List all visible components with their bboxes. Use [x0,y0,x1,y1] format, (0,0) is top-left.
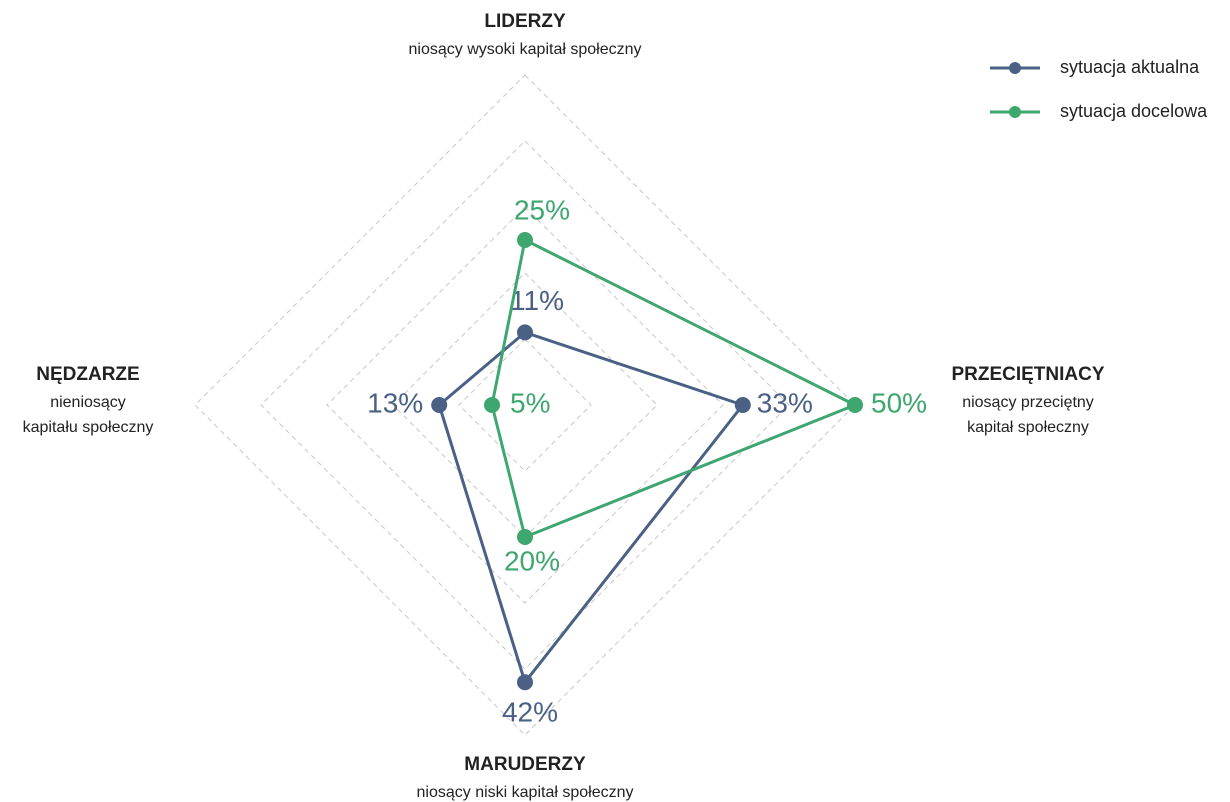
axis-sublabel: kapitał społeczny [967,419,1089,436]
data-point [517,232,533,248]
data-label: 11% [510,285,564,316]
series-line [437,330,745,684]
data-point [517,529,533,545]
data-point [847,397,863,413]
data-point [431,397,448,413]
data-point [517,674,533,691]
grid-line [260,140,790,670]
legend-label: sytuacja docelowa [1060,101,1208,121]
data-point [517,324,533,341]
axis-sublabel: niosący przeciętny [962,394,1094,411]
legend-label: sytuacja aktualna [1060,57,1200,77]
data-label: 13% [367,387,423,418]
data-label: 25% [514,194,570,225]
axis-sublabel: kapitału społeczny [23,419,154,436]
axis-sublabel: nieniosący [50,394,126,411]
data-point [734,397,751,413]
axis-label: LIDERZY [484,11,566,32]
legend-marker [1009,62,1021,74]
data-label: 42% [502,697,558,728]
grid-line [326,206,724,604]
axis-sublabel: niosący wysoki kapitał społeczny [409,41,642,58]
data-label: 20% [504,545,560,576]
axis-sublabel: niosący niski kapitał społeczny [417,784,634,801]
axis-label: PRZECIĘTNIACY [951,364,1104,385]
data-point [484,397,500,413]
data-label: 5% [510,387,550,418]
legend-marker [1009,106,1021,118]
axis-label: NĘDZARZE [36,364,139,385]
data-label: 50% [871,387,927,418]
axis-label: MARUDERZY [464,754,586,775]
data-label: 33% [757,387,813,418]
